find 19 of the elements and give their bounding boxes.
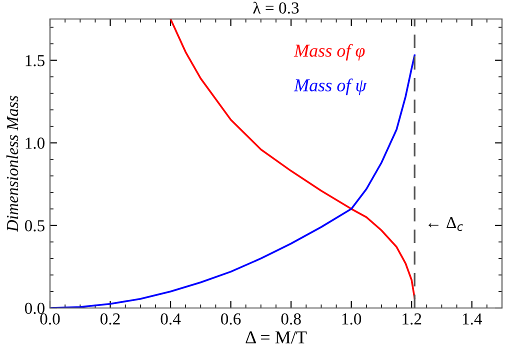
- line-series: [170, 19, 416, 299]
- y-tick-label: 0.0: [24, 302, 45, 314]
- y-tick-label: 0.5: [24, 220, 44, 232]
- x-tick-label: 0.8: [281, 313, 301, 325]
- x-tick-label: 1.2: [402, 313, 422, 325]
- text: Mass of ψ: [294, 78, 367, 96]
- y-axis-title: Dimensionless Mass: [6, 96, 18, 232]
- chart-title: λ = 0.3: [253, 2, 299, 14]
- annotation: ← Δ$_{c}$: [428, 217, 464, 231]
- y-tick-label: 1.0: [26, 138, 45, 149]
- y-tick-label: 1.5: [26, 55, 44, 66]
- text: Mass of φ: [294, 44, 365, 60]
- x-tick-label: 0.4: [160, 313, 181, 325]
- x-tick-label: 0.6: [221, 313, 241, 325]
- x-tick-label: 1.4: [462, 313, 482, 325]
- x-tick-label: 0.0: [40, 313, 60, 325]
- x-axis-title: Δ = M/T: [246, 331, 307, 344]
- x-tick-label: 1.0: [342, 313, 362, 325]
- x-tick-label: 0.2: [100, 313, 120, 325]
